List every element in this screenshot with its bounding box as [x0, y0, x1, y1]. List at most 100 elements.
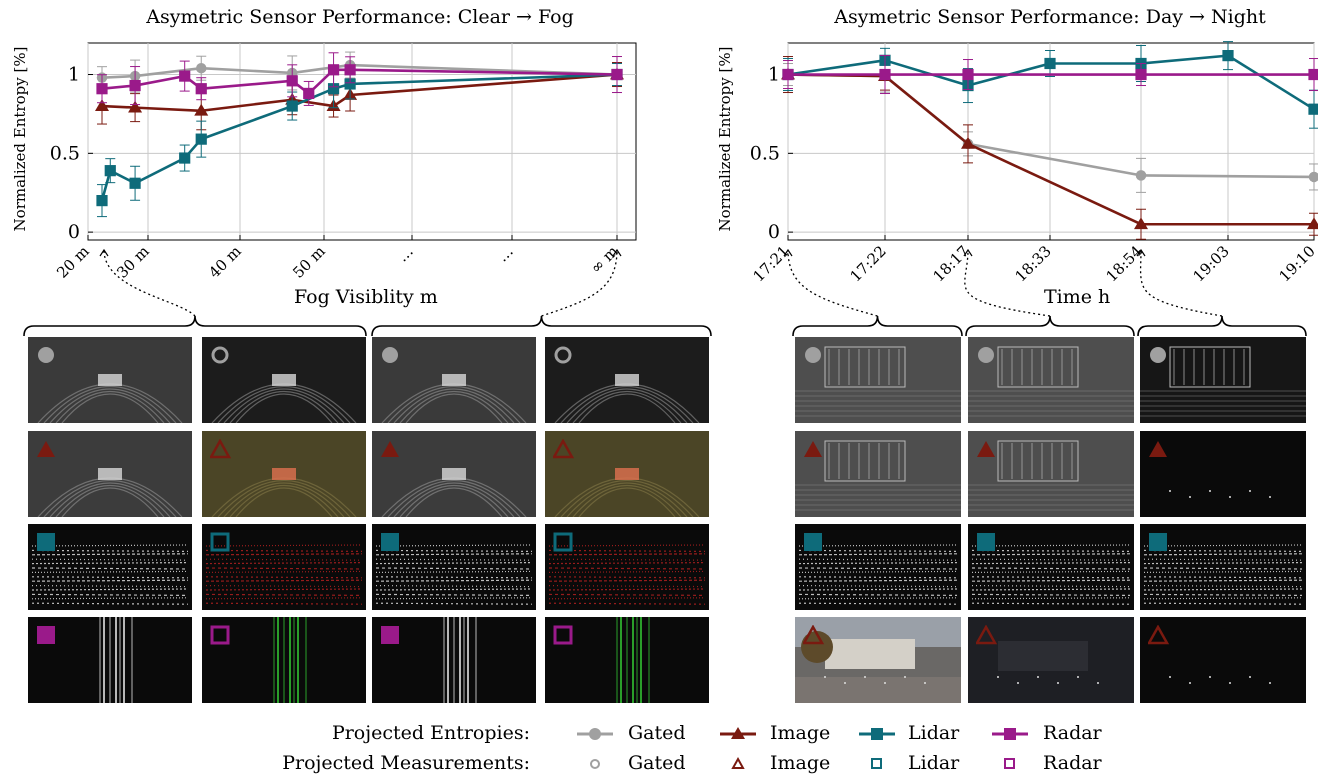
- fog-thumb-r1-c1: [202, 431, 366, 517]
- marker-triangle: [804, 441, 822, 457]
- day-ytick-label-0: 0: [768, 221, 780, 243]
- fog-thumb-r0-c1-arch-4: [235, 393, 333, 423]
- fog-thumb-r1-c0-scene: [28, 431, 192, 517]
- day-thumb-r1-c1-marker-icon: [977, 441, 995, 457]
- day-thumb-r3-c1-light-3: [1057, 682, 1059, 684]
- fog-xtick-label-1: 30 m: [113, 242, 153, 282]
- day-thumb-r2-c2-scan-2: [1143, 553, 1303, 556]
- day-thumb-r2-c1-scan-1: [971, 549, 1131, 552]
- day-thumb-r1-c1: [968, 431, 1134, 517]
- day-thumb-r2-c1-scan-8: [971, 579, 1131, 582]
- fog-xtick-label-3: 50 m: [289, 242, 329, 282]
- fog-point-lidar-2: [129, 177, 141, 189]
- day-thumb-r3-c0-light-3: [884, 682, 886, 684]
- brace-fog-clear: [23, 315, 367, 337]
- fog-thumb-r0-c3-marker-icon: [554, 346, 572, 364]
- fog-thumb-r2-c0-scan-12: [31, 597, 189, 600]
- day-point-radar-3: [1135, 68, 1147, 81]
- marker-square: [381, 533, 399, 551]
- legend-radar-entropy-label: Radar: [1043, 722, 1102, 744]
- fog-thumb-r2-c1-marker-icon: [210, 532, 230, 552]
- fog-thumb-r0-c0-scene: [28, 337, 192, 423]
- chart-fog-panel: Asymetric Sensor Performance: Clear → Fo…: [0, 0, 650, 310]
- day-thumb-r2-c0-scan-1: [798, 549, 958, 552]
- day-thumb-r1-c2-light-4: [1249, 490, 1251, 492]
- fog-thumb-r2-c3-scan-5: [548, 567, 706, 570]
- fog-thumb-r2-c3-scan-0: [548, 544, 706, 547]
- fog-ytick-label-1: 0.5: [50, 142, 80, 164]
- fog-thumb-r1-c1-arch-2: [223, 482, 345, 517]
- marker-square: [1149, 533, 1167, 551]
- day-thumb-r0-c0-scene: [795, 337, 961, 423]
- marker-square: [37, 626, 55, 644]
- fog-thumb-r1-c2-marker-icon: [381, 441, 399, 457]
- fog-point-radar-6: [327, 64, 340, 76]
- fog-point-lidar-5: [286, 100, 298, 112]
- marker-circle: [38, 347, 54, 363]
- marker-circle: [382, 347, 398, 363]
- day-thumb-r2-c0-scan-7: [798, 576, 958, 579]
- day-thumb-r2-c0: [795, 524, 961, 610]
- marker-triangle: [976, 625, 998, 645]
- day-thumb-r3-c2-light-3: [1229, 682, 1231, 684]
- fog-line-gated: [101, 63, 618, 79]
- fog-thumb-r3-c0: [28, 617, 192, 703]
- legend-lidar-measure-label: Lidar: [908, 752, 960, 774]
- brace-day-1: [792, 315, 963, 337]
- day-thumb-r3-c0: [795, 617, 961, 703]
- fog-thumb-r2-c1-scan-1: [205, 549, 363, 552]
- fog-thumb-r2-c2-scan-0: [375, 544, 533, 547]
- day-point-gated-4: [1308, 171, 1318, 183]
- day-thumb-r1-c2-bg: [1140, 431, 1306, 517]
- fog-thumb-r2-c3-scan-6: [548, 570, 706, 573]
- fog-thumb-r2-c2-scan-12: [375, 597, 533, 600]
- chart-daynight-panel: Asymetric Sensor Performance: Day → Nigh…: [700, 0, 1318, 310]
- fog-point-image-2: [194, 103, 209, 116]
- fog-thumb-r2-c1-scan-6: [205, 570, 363, 573]
- fog-thumb-r2-c0-scan-0: [31, 544, 189, 547]
- fog-thumb-r2-c0-marker-icon: [37, 533, 55, 551]
- brace-fog-dense: [371, 315, 712, 337]
- marker-triangle: [37, 441, 55, 457]
- day-thumb-r2-c1-scene: [968, 524, 1134, 610]
- fog-thumb-r1-c0-arch-4: [61, 487, 159, 517]
- marker-triangle: [1149, 441, 1167, 457]
- fog-xtick-label-0: 20 m: [53, 242, 93, 282]
- day-thumb-r2-c1-scan-11: [971, 593, 1131, 596]
- fog-thumb-r0-c3-car: [615, 374, 639, 386]
- fog-thumb-r2-c2-scan-2: [375, 553, 533, 556]
- day-thumb-r1-c2-light-3: [1229, 496, 1231, 498]
- day-thumb-r2-c1-scan-5: [971, 567, 1131, 570]
- day-point-radar-4: [1308, 68, 1318, 81]
- legend-gated-measure-icon: [590, 759, 600, 769]
- fog-point-lidar-7: [344, 78, 356, 90]
- fog-thumb-r1-c1-scene: [202, 431, 366, 517]
- legend-image-measure-icon: [731, 756, 745, 769]
- day-thumb-r3-c2-light-2: [1209, 676, 1211, 678]
- fog-thumb-r2-c3-scan-11: [548, 593, 706, 596]
- fog-thumb-r3-c3: [545, 617, 709, 703]
- fog-thumb-r2-c1-scan-11: [205, 593, 363, 596]
- day-thumb-r2-c0-scan-11: [798, 593, 958, 596]
- day-series-radar: [782, 55, 1318, 95]
- marker-circle: [805, 347, 821, 363]
- day-xtick-label-6: 19:10: [1276, 242, 1318, 285]
- day-thumb-r3-c0-facade: [825, 639, 915, 669]
- day-thumb-r3-c0-scene: [795, 617, 961, 703]
- fog-thumb-r0-c2-arch-1: [387, 385, 521, 423]
- fog-thumb-r1-c2-arch-2: [393, 482, 515, 517]
- fog-thumb-r1-c3-marker-icon: [553, 439, 575, 459]
- fog-thumb-r0-c0-arch-4: [61, 393, 159, 423]
- day-thumb-r2-c0-scan-2: [798, 553, 958, 556]
- fog-thumb-r1-c2-arch-4: [405, 487, 503, 517]
- fog-point-radar-5: [303, 87, 315, 100]
- fog-thumb-r3-c2-scene: [372, 617, 536, 703]
- fog-thumb-r3-c1-marker-icon: [210, 625, 230, 645]
- fog-thumb-r1-c2-car: [442, 468, 466, 480]
- fog-xtick-label-2: 40 m: [205, 242, 245, 282]
- fog-point-radar-0: [96, 83, 108, 95]
- day-thumb-r0-c2-building: [1169, 346, 1251, 388]
- fog-thumb-r2-c3-scan-7: [548, 576, 706, 579]
- brace-day-3: [1137, 315, 1307, 337]
- fog-thumb-r3-c2: [372, 617, 536, 703]
